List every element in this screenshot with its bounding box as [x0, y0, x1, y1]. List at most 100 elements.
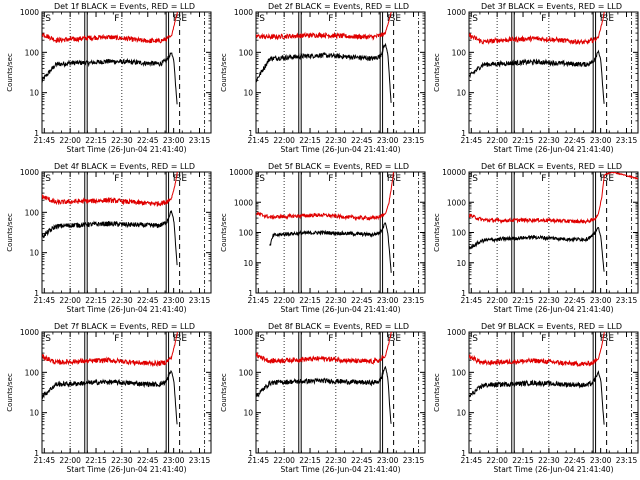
lld-series-line: [469, 12, 606, 45]
trace-group: [256, 172, 395, 273]
panel-det-2: Det 2f BLACK = Events, RED = LLD Counts/s…: [220, 2, 426, 154]
y-tick-label: 1: [461, 289, 466, 298]
y-axis-label: Counts/sec: [220, 373, 228, 412]
x-axis-label: Start Time (26-Jun-04 21:41:40): [67, 465, 187, 474]
y-tick-label: 1: [461, 129, 466, 138]
y-axis-label: Counts/sec: [433, 213, 441, 252]
x-tick-label: 23:15: [616, 296, 638, 305]
y-tick-label: 100: [452, 48, 467, 57]
plot-frame: [255, 331, 426, 454]
x-axis-label: Start Time (26-Jun-04 21:41:40): [281, 305, 401, 314]
y-tick-label: 100: [25, 208, 40, 217]
x-tick-label: 22:15: [512, 296, 534, 305]
x-tick-label: 22:15: [85, 136, 107, 145]
lld-series-line: [256, 172, 395, 222]
events-series-line: [256, 365, 392, 424]
y-tick-label: 100: [452, 229, 467, 238]
marker-label: F: [328, 174, 333, 184]
y-tick-label: 1000: [447, 328, 466, 337]
panel-det-8: Det 8f BLACK = Events, RED = LLD Counts/s…: [220, 322, 426, 474]
x-tick-label: 21:45: [247, 296, 269, 305]
x-tick-label: 22:00: [486, 296, 508, 305]
lld-series-line: [42, 12, 178, 44]
marker-label: SE: [603, 174, 615, 184]
y-tick-label: 100: [452, 368, 467, 377]
marker-label: SE: [390, 334, 402, 344]
marker-label: F: [328, 14, 333, 24]
marker-label: F: [387, 174, 392, 184]
marker-label: F: [541, 174, 546, 184]
events-series-line: [469, 370, 605, 425]
y-tick-label: 10: [29, 89, 39, 98]
x-tick-label: 23:15: [616, 136, 638, 145]
panel-det-6: Det 6f BLACK = Events, RED = LLD Counts/s…: [433, 162, 639, 314]
marker-label: F: [541, 334, 546, 344]
y-axis-label: Counts/sec: [433, 53, 441, 92]
x-tick-label: 22:00: [273, 456, 295, 465]
lld-series-line: [256, 12, 392, 41]
marker-label: SE: [390, 14, 402, 24]
lld-series-line: [42, 332, 179, 368]
trace-group: [469, 172, 638, 272]
x-tick-label: 23:00: [590, 456, 612, 465]
marker-label: SE: [603, 14, 615, 24]
plot-frame: [41, 171, 212, 294]
y-tick-label: 10: [456, 89, 466, 98]
marker-label: S: [259, 14, 265, 24]
panel-det-1: Det 1f BLACK = Events, RED = LLD Counts/s…: [6, 2, 212, 154]
marker-label: SE: [176, 174, 188, 184]
y-axis-label: Counts/sec: [6, 213, 14, 252]
marker-label: S: [472, 14, 478, 24]
y-tick-label: 100: [239, 229, 254, 238]
x-tick-label: 23:00: [377, 296, 399, 305]
x-tick-label: 21:45: [247, 136, 269, 145]
trace-group: [469, 12, 606, 104]
x-tick-label: 22:45: [564, 296, 586, 305]
events-series-line: [42, 210, 178, 266]
y-tick-label: 10: [456, 409, 466, 418]
x-tick-label: 22:45: [137, 456, 159, 465]
trace-group: [42, 12, 178, 105]
y-tick-label: 1: [248, 449, 253, 458]
trace-group: [256, 332, 393, 424]
x-tick-label: 22:30: [111, 296, 133, 305]
x-tick-label: 21:45: [33, 296, 55, 305]
x-axis-label: Start Time (26-Jun-04 21:41:40): [494, 305, 614, 314]
x-tick-label: 23:00: [163, 456, 185, 465]
marker-label: F: [173, 174, 178, 184]
x-tick-label: 21:45: [460, 296, 482, 305]
x-axis-label: Start Time (26-Jun-04 21:41:40): [281, 145, 401, 154]
x-tick-label: 21:45: [247, 456, 269, 465]
x-tick-label: 23:15: [403, 136, 425, 145]
x-tick-label: 22:00: [486, 136, 508, 145]
x-tick-label: 22:15: [85, 456, 107, 465]
y-tick-label: 10: [29, 249, 39, 258]
x-tick-label: 22:45: [137, 136, 159, 145]
chart-title: Det 9f BLACK = Events, RED = LLD: [481, 322, 622, 331]
x-tick-label: 23:00: [163, 296, 185, 305]
trace-group: [42, 172, 178, 266]
marker-label: SE: [176, 334, 188, 344]
chart-title: Det 2f BLACK = Events, RED = LLD: [268, 2, 409, 11]
lld-series-line: [469, 332, 605, 368]
y-tick-label: 1000: [447, 198, 466, 207]
x-tick-label: 22:30: [325, 456, 347, 465]
x-axis-label: Start Time (26-Jun-04 21:41:40): [67, 305, 187, 314]
lld-series-line: [256, 332, 393, 366]
x-tick-label: 22:45: [351, 136, 373, 145]
chart-title: Det 4f BLACK = Events, RED = LLD: [54, 162, 195, 171]
x-tick-label: 22:45: [564, 136, 586, 145]
y-tick-label: 1000: [234, 8, 253, 17]
events-series-line: [269, 221, 392, 273]
x-tick-label: 21:45: [460, 136, 482, 145]
marker-label: F: [114, 174, 119, 184]
chart-title: Det 1f BLACK = Events, RED = LLD: [54, 2, 195, 11]
y-tick-label: 1000: [234, 198, 253, 207]
marker-label: S: [45, 14, 51, 24]
y-tick-label: 100: [239, 368, 254, 377]
y-tick-label: 1: [248, 289, 253, 298]
x-tick-label: 22:15: [512, 456, 534, 465]
x-tick-label: 21:45: [33, 136, 55, 145]
x-tick-label: 22:00: [273, 296, 295, 305]
y-tick-label: 1000: [234, 328, 253, 337]
